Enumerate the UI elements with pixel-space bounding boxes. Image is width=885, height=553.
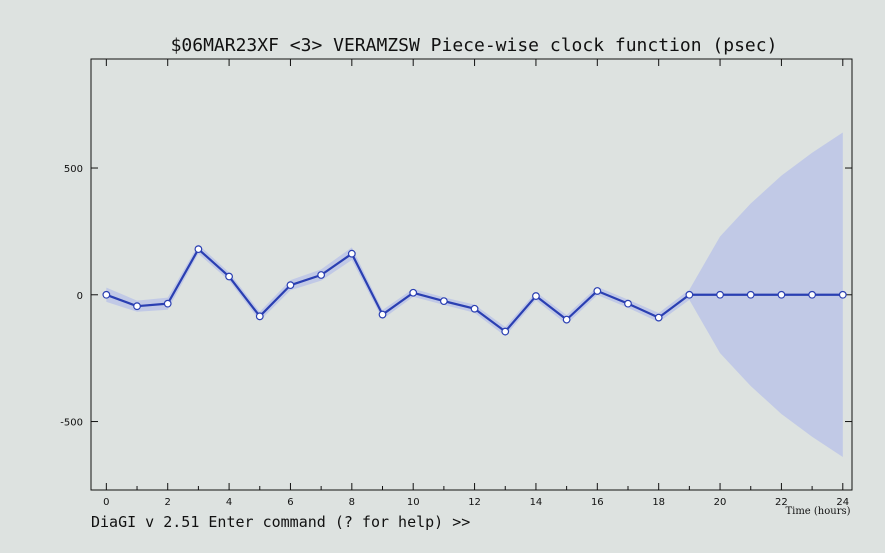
x-tick-label: 0 bbox=[103, 497, 109, 508]
data-point bbox=[409, 288, 418, 297]
data-point bbox=[102, 290, 111, 299]
x-axis-label: Time (hours) bbox=[785, 506, 850, 517]
data-point bbox=[654, 313, 663, 322]
data-point bbox=[777, 290, 786, 299]
x-tick-label: 18 bbox=[652, 497, 665, 508]
plot-frame bbox=[90, 58, 853, 491]
x-tick-label: 14 bbox=[530, 497, 543, 508]
data-point bbox=[532, 292, 540, 300]
series-group bbox=[102, 245, 847, 336]
data-point bbox=[378, 310, 387, 319]
data-point bbox=[133, 302, 141, 311]
x-tick-label: 20 bbox=[714, 497, 727, 508]
data-point bbox=[838, 290, 847, 299]
command-prompt[interactable]: DiaGI v 2.51 Enter command (? for help) … bbox=[91, 513, 470, 531]
data-point bbox=[624, 299, 632, 308]
x-tick-label: 4 bbox=[226, 497, 232, 508]
data-point bbox=[808, 290, 817, 299]
x-tick-label: 10 bbox=[407, 497, 420, 508]
data-point bbox=[286, 281, 295, 290]
data-point bbox=[716, 290, 724, 299]
y-tick-label: 500 bbox=[64, 164, 83, 175]
data-point bbox=[470, 304, 479, 313]
y-tick-label: 0 bbox=[77, 291, 83, 302]
data-point bbox=[194, 245, 203, 254]
data-point bbox=[439, 297, 448, 306]
data-point bbox=[347, 249, 356, 258]
x-tick-label: 8 bbox=[349, 497, 355, 508]
data-point bbox=[501, 327, 510, 336]
chart-title: $06MAR23XF <3> VERAMZSW Piece-wise clock… bbox=[171, 35, 778, 56]
x-tick-label: 24 bbox=[836, 497, 849, 508]
data-point bbox=[746, 290, 755, 299]
data-point bbox=[163, 299, 172, 308]
x-tick-label: 22 bbox=[775, 497, 788, 508]
x-tick-label: 6 bbox=[287, 497, 293, 508]
y-axis: 500 0 -500 bbox=[60, 164, 852, 429]
x-tick-label: 12 bbox=[468, 497, 481, 508]
data-point bbox=[225, 272, 233, 281]
data-point bbox=[562, 315, 571, 324]
x-axis: 0 2 4 6 8 10 12 14 16 18 20 22 24 bbox=[103, 59, 849, 508]
x-tick-label: 16 bbox=[591, 497, 604, 508]
data-point bbox=[593, 287, 602, 295]
data-point bbox=[685, 290, 694, 299]
data-point bbox=[317, 271, 326, 279]
x-tick-label: 2 bbox=[165, 497, 171, 508]
data-point bbox=[255, 312, 264, 321]
y-tick-label: -500 bbox=[60, 418, 83, 429]
